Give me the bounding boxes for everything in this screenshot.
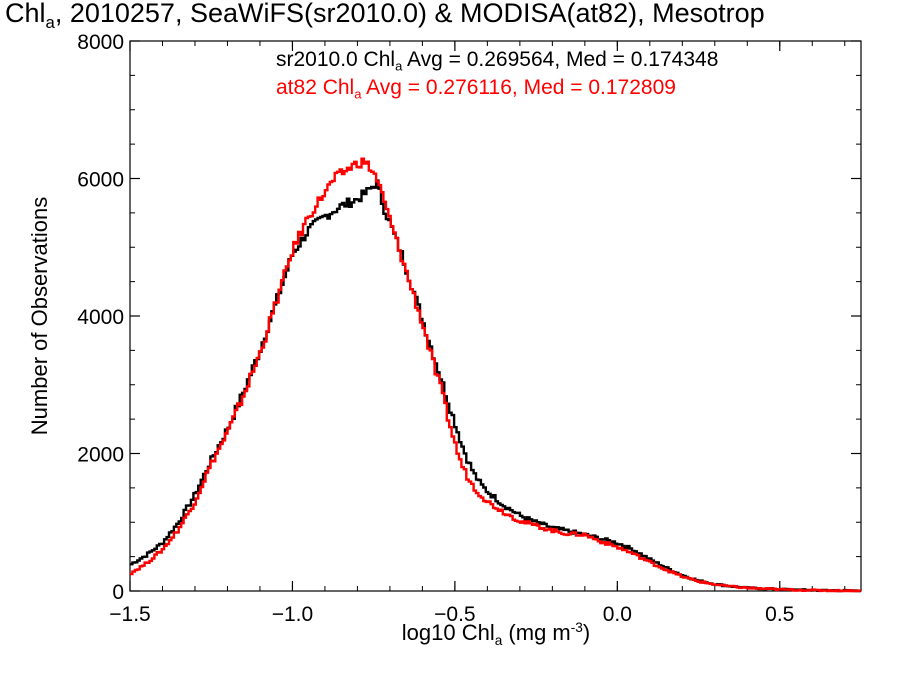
y-tick-label: 8000	[77, 31, 124, 54]
series-layer	[130, 157, 861, 593]
y-tick-label: 2000	[77, 444, 124, 467]
x-axis-label: log10 Chla (mg m-3)	[401, 619, 591, 648]
y-tick-label: 6000	[77, 169, 124, 192]
x-tick-label: 0.5	[765, 603, 794, 626]
series-line-at82	[130, 157, 861, 593]
chart-title: Chla, 2010257, SeaWiFS(sr2010.0) & MODIS…	[5, 0, 765, 32]
x-tick-label: −1.0	[272, 603, 313, 626]
x-tick-label: −1.5	[109, 603, 150, 626]
x-tick-label: −0.5	[434, 603, 475, 626]
stat-label-sr2010: sr2010.0 Chla Avg = 0.269564, Med = 0.17…	[276, 48, 719, 74]
x-tick-label: 0.0	[603, 603, 632, 626]
series-line-sr2010-0	[130, 179, 861, 593]
axis-ticks: −1.5 −1.0 −0.5 0.0 0.5 0 2000 4000 6000 8000	[77, 31, 861, 626]
stat-label-at82: at82 Chla Avg = 0.276116, Med = 0.172809	[276, 76, 676, 102]
y-tick-label: 0	[112, 581, 124, 604]
y-tick-label: 4000	[77, 306, 124, 329]
